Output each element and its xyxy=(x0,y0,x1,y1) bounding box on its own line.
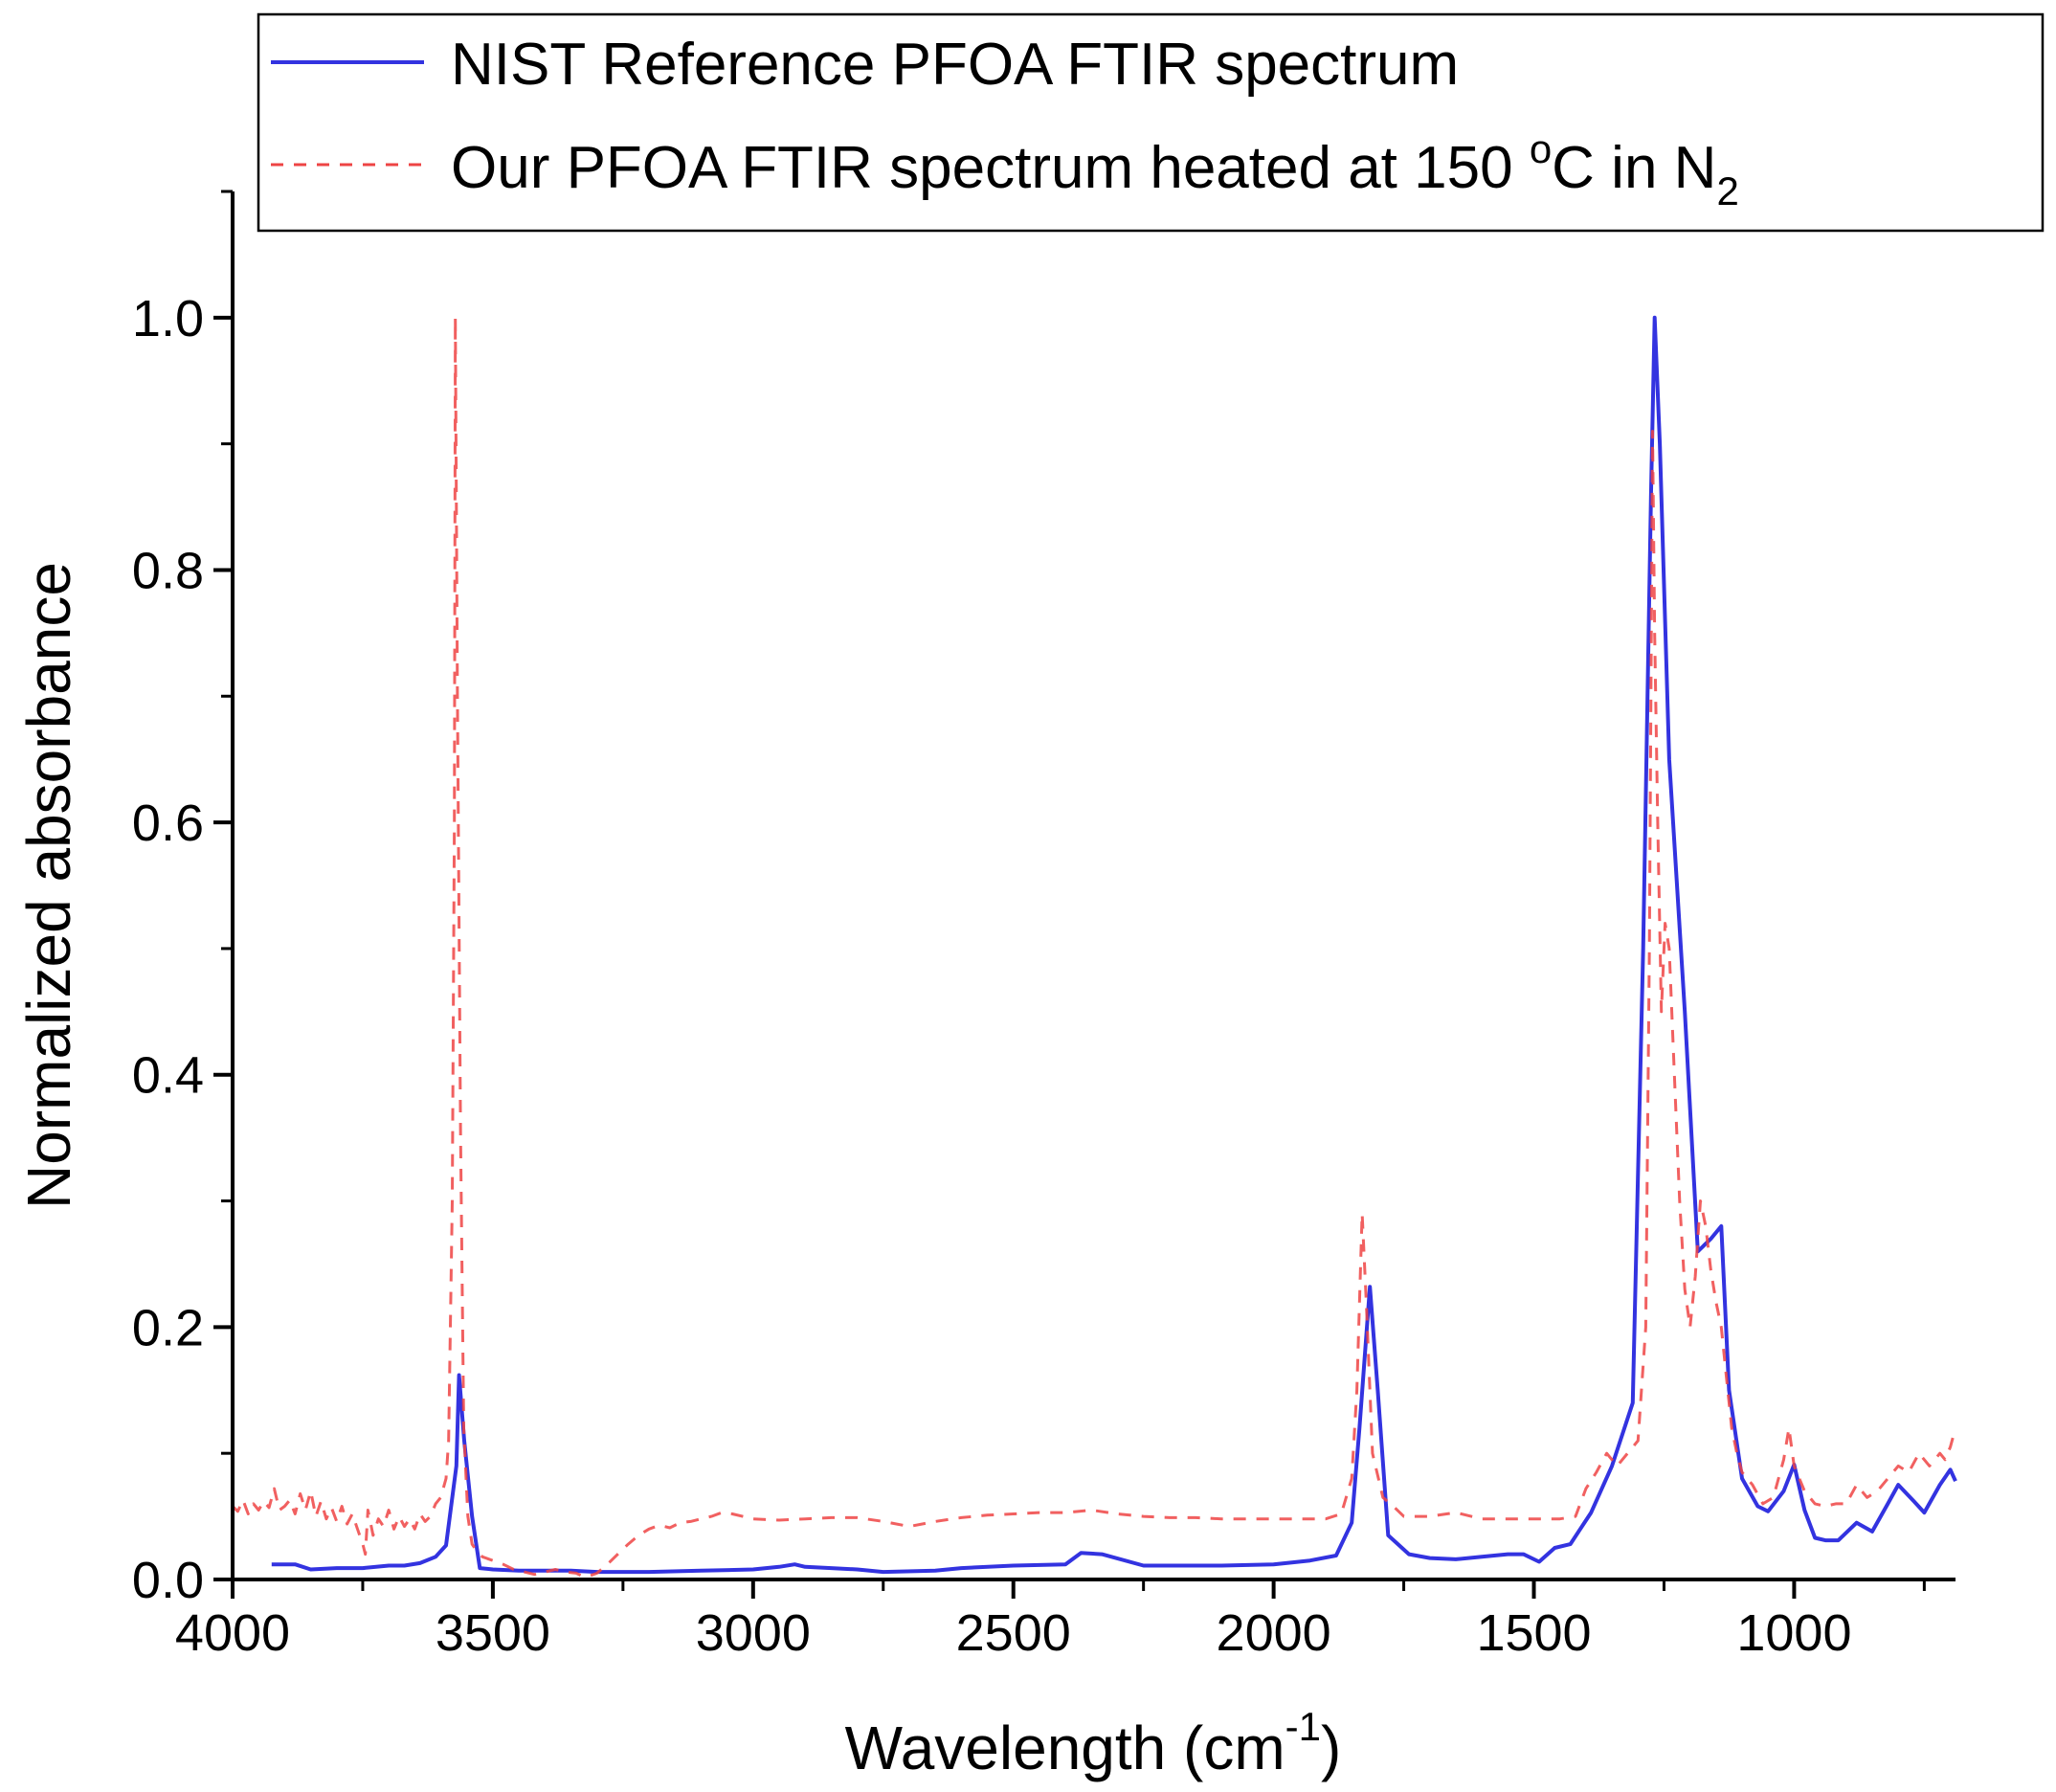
x-tick-label: 1500 xyxy=(1476,1604,1591,1662)
legend: NIST Reference PFOA FTIR spectrum Our PF… xyxy=(257,12,2045,233)
x-tick-label: 2500 xyxy=(956,1604,1071,1662)
y-axis-title: Normalized absorbance xyxy=(14,562,83,1209)
plot-area xyxy=(231,315,1957,1579)
legend-label-ours: Our PFOA FTIR spectrum heated at 150 oC … xyxy=(451,126,1739,213)
y-tick-label: 1.0 xyxy=(132,290,204,347)
series-layer xyxy=(231,315,1957,1579)
x-tick-label: 3500 xyxy=(436,1604,550,1662)
legend-label-nist: NIST Reference PFOA FTIR spectrum xyxy=(451,32,1459,98)
x-tick-label: 4000 xyxy=(175,1604,290,1662)
y-tick-label: 0.6 xyxy=(132,795,204,852)
x-ticks: 4000 3500 3000 2500 2000 1500 1000 xyxy=(175,1579,1926,1662)
x-tick-label: 1000 xyxy=(1736,1604,1851,1662)
axes: 4000 3500 3000 2500 2000 1500 1000 0.00.20.40.… xyxy=(132,190,1955,1662)
y-tick-label: 0.4 xyxy=(132,1047,204,1105)
x-tick-label: 2000 xyxy=(1217,1604,1331,1662)
series-line-nist-reference xyxy=(271,315,1957,1575)
x-axis-title: Wavelength (cm-1) xyxy=(845,1704,1342,1782)
legend-box xyxy=(257,12,2045,233)
y-ticks: 0.0 0.2 0.4 0.6 0.8 1.0 xyxy=(132,190,233,1609)
x-tick-label: 3000 xyxy=(696,1604,811,1662)
y-tick-label: 0.2 xyxy=(132,1299,204,1356)
y-tick-label: 0.0 xyxy=(132,1552,204,1609)
series-line-our-pfoa xyxy=(231,316,1957,1579)
y-tick-label: 0.8 xyxy=(132,542,204,599)
